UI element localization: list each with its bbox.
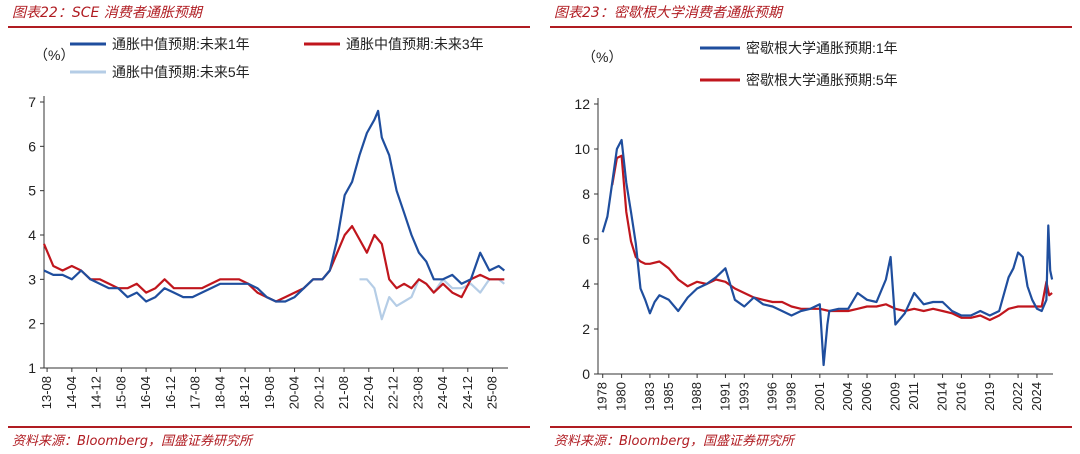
sce-x-tick-label: 23-08 (410, 376, 425, 409)
umich-x-tick-label: 1983 (642, 382, 657, 411)
umich-x-tick-label: 2001 (812, 382, 827, 411)
sce-x-tick-label: 17-08 (188, 376, 203, 409)
sce-x-tick-label: 16-04 (138, 376, 153, 409)
sce-x-tick-label: 16-12 (163, 376, 178, 409)
umich-x-tick-label: 2004 (840, 382, 855, 411)
umich-y-tick-label: 0 (582, 366, 590, 382)
sce-y-tick-label: 6 (28, 138, 36, 154)
left-title-rule (8, 26, 530, 28)
umich-legend-label-2: 密歇根大学通胀预期:5年 (746, 72, 898, 88)
sce-x-tick-label: 22-12 (386, 376, 401, 409)
sce-y-tick-label: 7 (28, 94, 36, 110)
sce-series-line-1 (43, 109, 505, 303)
left-source-rule (8, 426, 530, 428)
sce-x-tick-label: 20-12 (311, 376, 326, 409)
michigan-inflation-chart: （%） 0 2 4 6 8 10 12 1978 1980 1983 1985 1988 1991 1993… (574, 40, 1054, 411)
sce-x-tick-label: 18-04 (212, 376, 227, 409)
sce-x-tick-label: 18-12 (237, 376, 252, 409)
umich-y-tick-label: 8 (582, 186, 590, 202)
sce-legend-label-1: 通胀中值预期:未来1年 (112, 36, 250, 52)
umich-x-tick-label: 2019 (982, 382, 997, 411)
sce-x-tick-label: 13-08 (39, 376, 54, 409)
left-chart-panel: 图表22：SCE 消费者通胀预期 （%） 1 2 3 4 5 6 7 13-08 14-04 14-… (8, 0, 530, 454)
sce-series-line-3 (359, 278, 505, 321)
sce-y-tick-label: 1 (28, 360, 36, 376)
sce-x-tick-label: 24-12 (460, 376, 475, 409)
umich-x-tick-label: 1985 (661, 382, 676, 411)
umich-y-axis-label: （%） (582, 49, 622, 65)
umich-y-tick-label: 10 (574, 141, 590, 157)
sce-inflation-chart: （%） 1 2 3 4 5 6 7 13-08 14-04 14-12 15-08 16-04 16-12… (28, 36, 508, 409)
right-title-rule (550, 26, 1072, 28)
umich-series-line-2 (611, 154, 1053, 322)
umich-legend-label-1: 密歇根大学通胀预期:1年 (746, 40, 898, 56)
sce-y-axis-label: （%） (34, 47, 74, 63)
umich-x-tick-label: 2022 (1010, 382, 1025, 411)
left-chart-title: 图表22：SCE 消费者通胀预期 (12, 5, 202, 21)
sce-x-tick-label: 14-12 (89, 376, 104, 409)
umich-x-tick-label: 1988 (689, 382, 704, 411)
umich-x-tick-label: 1978 (595, 382, 610, 411)
sce-x-tick-label: 25-08 (485, 376, 500, 409)
sce-y-tick-label: 5 (28, 183, 36, 199)
sce-x-tick-label: 15-08 (113, 376, 128, 409)
sce-y-tick-label: 2 (28, 316, 36, 332)
sce-y-tick-label: 3 (28, 271, 36, 287)
right-source-note: 资料来源：Bloomberg，国盛证券研究所 (554, 434, 794, 449)
sce-x-tick-label: 14-04 (64, 376, 79, 409)
sce-legend-label-2: 通胀中值预期:未来3年 (346, 36, 484, 52)
umich-x-tick-label: 2011 (906, 382, 921, 410)
umich-x-tick-label: 2024 (1029, 382, 1044, 411)
sce-x-tick-label: 22-04 (361, 376, 376, 409)
umich-y-tick-label: 4 (582, 276, 590, 292)
right-chart-title: 图表23：密歇根大学消费者通胀预期 (554, 5, 782, 21)
sce-legend-label-3: 通胀中值预期:未来5年 (112, 64, 250, 80)
sce-x-tick-label: 20-04 (287, 376, 302, 409)
umich-x-tick-label: 1998 (784, 382, 799, 411)
sce-series-line-2 (42, 225, 505, 303)
right-source-rule (550, 426, 1072, 428)
umich-series-line-1 (601, 138, 1054, 367)
umich-y-tick-label: 6 (582, 231, 590, 247)
left-source-note: 资料来源：Bloomberg，国盛证券研究所 (12, 434, 252, 449)
sce-x-tick-label: 24-04 (435, 376, 450, 409)
umich-x-tick-label: 2009 (887, 382, 902, 411)
right-chart-panel: 图表23：密歇根大学消费者通胀预期 （%） 0 2 4 6 8 10 12 1978 1980 19… (550, 0, 1072, 454)
sce-x-tick-label: 19-08 (262, 376, 277, 409)
umich-x-tick-label: 2016 (953, 382, 968, 411)
umich-y-tick-label: 12 (574, 96, 590, 112)
sce-x-tick-label: 21-08 (336, 376, 351, 409)
sce-y-tick-label: 4 (28, 227, 36, 243)
umich-x-tick-label: 1996 (765, 382, 780, 411)
umich-x-tick-label: 1993 (736, 382, 751, 411)
umich-y-tick-label: 2 (582, 321, 590, 337)
umich-x-tick-label: 2006 (859, 382, 874, 411)
umich-x-tick-label: 2014 (935, 382, 950, 411)
umich-x-tick-label: 1991 (717, 382, 732, 411)
umich-x-tick-label: 1980 (614, 382, 629, 411)
